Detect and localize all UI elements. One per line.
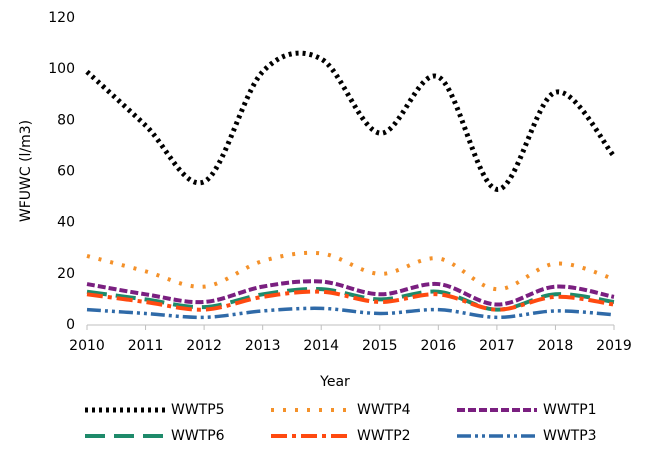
x-tick-label: 2011 bbox=[128, 338, 164, 354]
series-line bbox=[86, 306, 615, 320]
legend-label: WWTP5 bbox=[171, 402, 225, 418]
series-line bbox=[86, 279, 615, 307]
y-tick-label: 0 bbox=[66, 317, 75, 333]
y-tick-label: 80 bbox=[57, 112, 75, 128]
legend-label: WWTP2 bbox=[357, 428, 411, 444]
y-tick-label: 60 bbox=[57, 164, 75, 180]
series-line bbox=[86, 287, 615, 312]
x-tick-label: 2014 bbox=[303, 338, 339, 354]
x-tick-label: 2012 bbox=[186, 338, 222, 354]
legend-label: WWTP3 bbox=[543, 428, 597, 444]
y-tick-label: 120 bbox=[48, 10, 75, 26]
x-tick-label: 2013 bbox=[245, 338, 281, 354]
series-line bbox=[85, 50, 616, 192]
y-tick-label: 20 bbox=[57, 266, 75, 282]
legend-label: WWTP1 bbox=[543, 402, 597, 418]
legend-label: WWTP6 bbox=[171, 428, 225, 444]
x-tick-label: 2019 bbox=[596, 338, 632, 354]
x-tick-label: 2018 bbox=[538, 338, 574, 354]
x-tick-label: 2015 bbox=[362, 338, 398, 354]
x-tick-label: 2010 bbox=[69, 338, 105, 354]
y-axis-title: WFUWC (l/m3) bbox=[18, 120, 34, 222]
x-axis-title: Year bbox=[319, 374, 350, 390]
y-tick-label: 100 bbox=[48, 61, 75, 77]
series-line bbox=[86, 250, 615, 292]
legend-label: WWTP4 bbox=[357, 402, 411, 418]
x-tick-label: 2017 bbox=[479, 338, 515, 354]
y-tick-label: 40 bbox=[57, 215, 75, 231]
x-tick-label: 2016 bbox=[421, 338, 457, 354]
